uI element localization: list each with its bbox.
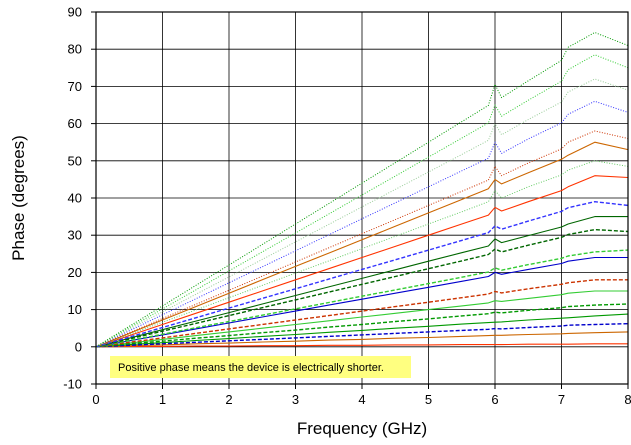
- dotted-series-line: [95, 130, 629, 348]
- x-tick-label: 1: [159, 392, 166, 407]
- y-tick-label: 80: [68, 42, 82, 57]
- solid-series-group: [95, 141, 629, 348]
- axis-ticks: 0 1 2 3 4 5 6 7 8 -10 0 10 20 30 40 50 60 70 80 90: [63, 5, 631, 408]
- dashed-series-line: [95, 228, 629, 348]
- y-tick-label: 60: [68, 116, 82, 131]
- grid-lines: [96, 12, 628, 384]
- y-tick-label: 90: [68, 5, 82, 20]
- y-tick-label: 50: [68, 153, 82, 168]
- y-tick-label: 20: [68, 265, 82, 280]
- dashed-series-line: [95, 279, 628, 348]
- x-tick-label: 3: [292, 392, 299, 407]
- x-tick-label: 7: [558, 392, 565, 407]
- annotation-background: [110, 356, 411, 378]
- y-tick-label: 30: [68, 228, 82, 243]
- y-tick-label: 70: [68, 79, 82, 94]
- x-tick-label: 5: [425, 392, 432, 407]
- dotted-series-line: [95, 78, 629, 348]
- annotation-text: Positive phase means the device is elect…: [118, 362, 384, 374]
- x-tick-label: 8: [624, 392, 631, 407]
- x-axis-title: Frequency (GHz): [297, 419, 427, 438]
- solid-series-line: [95, 216, 628, 348]
- dotted-series-line: [95, 160, 629, 348]
- solid-series-line: [95, 175, 629, 348]
- y-tick-label: 40: [68, 191, 82, 206]
- y-tick-label: 0: [75, 339, 82, 354]
- x-tick-label: 6: [491, 392, 498, 407]
- y-tick-label: 10: [68, 302, 82, 317]
- dashed-series-line: [95, 323, 629, 348]
- dotted-series-line: [95, 54, 629, 348]
- solid-series-line: [95, 256, 628, 348]
- dashed-series-line: [95, 249, 629, 348]
- dotted-series-group: [95, 32, 629, 348]
- x-tick-label: 4: [358, 392, 365, 407]
- dashed-series-line: [95, 303, 629, 348]
- series-lines: [95, 32, 629, 348]
- y-tick-label: -10: [63, 377, 82, 392]
- dashed-series-group: [95, 200, 629, 348]
- x-tick-label: 2: [225, 392, 232, 407]
- annotation-box: Positive phase means the device is elect…: [110, 356, 411, 378]
- x-tick-label: 0: [92, 392, 99, 407]
- solid-series-line: [95, 141, 629, 348]
- y-axis-title: Phase (degrees): [9, 135, 28, 261]
- dashed-series-line: [95, 200, 629, 348]
- solid-series-line: [95, 313, 629, 348]
- solid-series-line: [95, 290, 628, 348]
- solid-series-line: [95, 331, 629, 348]
- solid-series-line: [95, 343, 628, 348]
